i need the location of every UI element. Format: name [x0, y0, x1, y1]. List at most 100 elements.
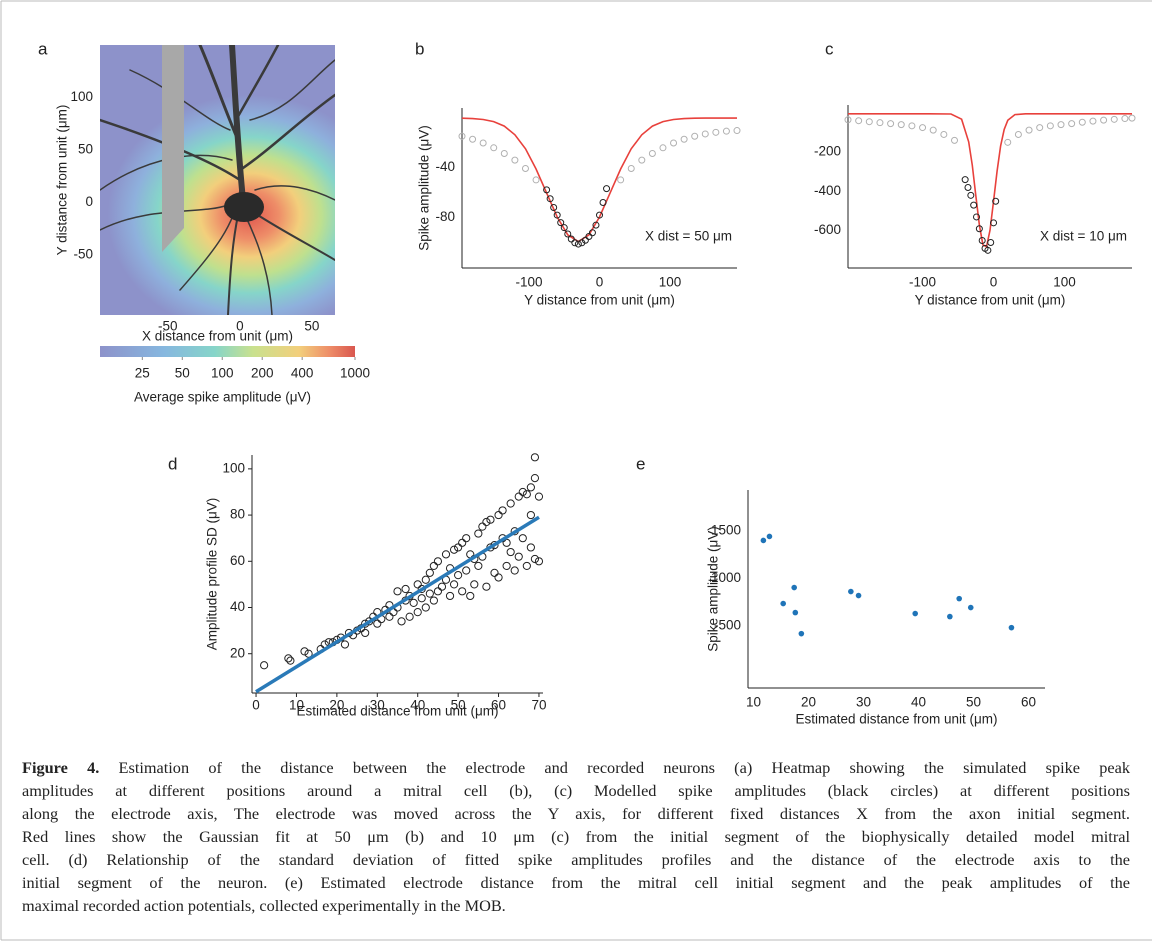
- x-tick-label: 60: [1021, 695, 1036, 710]
- x-tick-label: 0: [236, 319, 244, 334]
- x-tick-label: 40: [410, 698, 425, 713]
- x-axis-label: Estimated distance from unit (μm): [795, 712, 997, 727]
- data-point: [670, 139, 678, 147]
- data-point: [482, 582, 491, 591]
- data-point: [385, 612, 394, 621]
- data-point: [479, 139, 487, 147]
- data-point: [454, 571, 463, 580]
- data-point: [506, 499, 515, 508]
- data-point: [1004, 138, 1012, 146]
- data-point: [596, 211, 603, 219]
- data-point: [490, 568, 499, 577]
- data-point: [433, 557, 443, 566]
- x-tick-label: -100: [909, 275, 936, 290]
- data-point: [441, 550, 451, 559]
- data-point: [409, 598, 418, 607]
- caption-text: Estimation of the distance between the e…: [118, 758, 1130, 777]
- data-point: [522, 490, 531, 499]
- colorbar-tick-label: 50: [175, 366, 190, 381]
- soma: [224, 192, 264, 222]
- x-axis-label: X distance from unit (μm): [142, 329, 293, 344]
- data-point: [502, 561, 511, 571]
- data-point: [506, 547, 515, 557]
- data-point: [433, 587, 443, 596]
- data-point: [592, 221, 600, 229]
- data-point: [469, 135, 477, 143]
- data-point: [429, 596, 438, 605]
- data-point: [908, 122, 916, 130]
- data-point: [425, 589, 434, 598]
- x-tick-label: 10: [289, 698, 304, 713]
- x-tick-label: 100: [1053, 275, 1076, 290]
- data-point: [648, 149, 656, 157]
- data-point: [421, 575, 430, 584]
- data-point: [585, 233, 593, 241]
- data-point: [1014, 130, 1022, 138]
- data-point: [691, 132, 699, 140]
- data-point: [792, 609, 799, 616]
- data-point: [912, 610, 918, 617]
- y-tick-label: 1500: [711, 522, 741, 537]
- data-point: [987, 238, 995, 246]
- data-point: [413, 608, 422, 617]
- panel-label: a: [38, 39, 48, 58]
- data-point: [553, 211, 561, 219]
- data-point: [712, 128, 720, 136]
- data-point: [490, 144, 498, 152]
- data-point: [1036, 124, 1044, 132]
- annotation: X dist = 10 μm: [1040, 229, 1127, 244]
- data-point: [848, 588, 854, 595]
- data-point: [466, 591, 475, 601]
- y-tick-label: -40: [435, 159, 455, 174]
- data-point: [967, 604, 974, 611]
- data-point: [855, 592, 862, 599]
- data-point: [733, 127, 741, 135]
- data-point: [876, 119, 884, 127]
- data-point: [1089, 117, 1097, 125]
- data-point: [534, 557, 544, 566]
- y-axis-label: Amplitude profile SD (μV): [205, 498, 220, 651]
- data-point: [947, 613, 953, 620]
- fit-line: [461, 117, 737, 243]
- data-point: [340, 640, 350, 649]
- data-point: [919, 124, 927, 132]
- data-point: [286, 656, 295, 665]
- data-point: [546, 195, 554, 203]
- data-point: [766, 533, 773, 540]
- colorbar: [100, 346, 355, 357]
- data-point: [421, 603, 430, 612]
- data-point: [617, 176, 625, 184]
- data-point: [574, 240, 582, 248]
- y-tick-label: 40: [230, 599, 245, 614]
- y-tick-label: 80: [230, 507, 245, 522]
- data-point: [397, 617, 406, 626]
- x-tick-label: 30: [856, 695, 871, 710]
- data-point: [855, 117, 863, 125]
- data-point: [956, 595, 962, 602]
- data-point: [990, 219, 998, 227]
- data-point: [401, 584, 410, 594]
- data-point: [543, 186, 551, 194]
- data-point: [1110, 115, 1118, 123]
- x-tick-label: 100: [659, 275, 682, 290]
- data-point: [521, 164, 529, 172]
- panel-label: e: [636, 454, 645, 473]
- data-point: [526, 483, 535, 492]
- data-point: [514, 552, 523, 561]
- x-tick-label: 30: [370, 698, 385, 713]
- x-axis-label: Estimated distance from unit (μm): [296, 704, 498, 719]
- annotation: X dist = 50 μm: [645, 229, 732, 244]
- data-point: [992, 197, 1000, 205]
- data-point: [588, 229, 596, 237]
- x-tick-label: -50: [158, 319, 178, 334]
- data-point: [970, 201, 978, 209]
- x-axis-label: Y distance from unit (μm): [524, 293, 675, 308]
- x-tick-label: 40: [911, 695, 926, 710]
- data-point: [1025, 126, 1033, 134]
- data-point: [1128, 114, 1136, 122]
- data-point: [474, 561, 483, 571]
- x-tick-label: 70: [531, 698, 546, 713]
- data-point: [373, 619, 382, 628]
- data-point: [514, 492, 523, 501]
- data-point: [494, 573, 503, 582]
